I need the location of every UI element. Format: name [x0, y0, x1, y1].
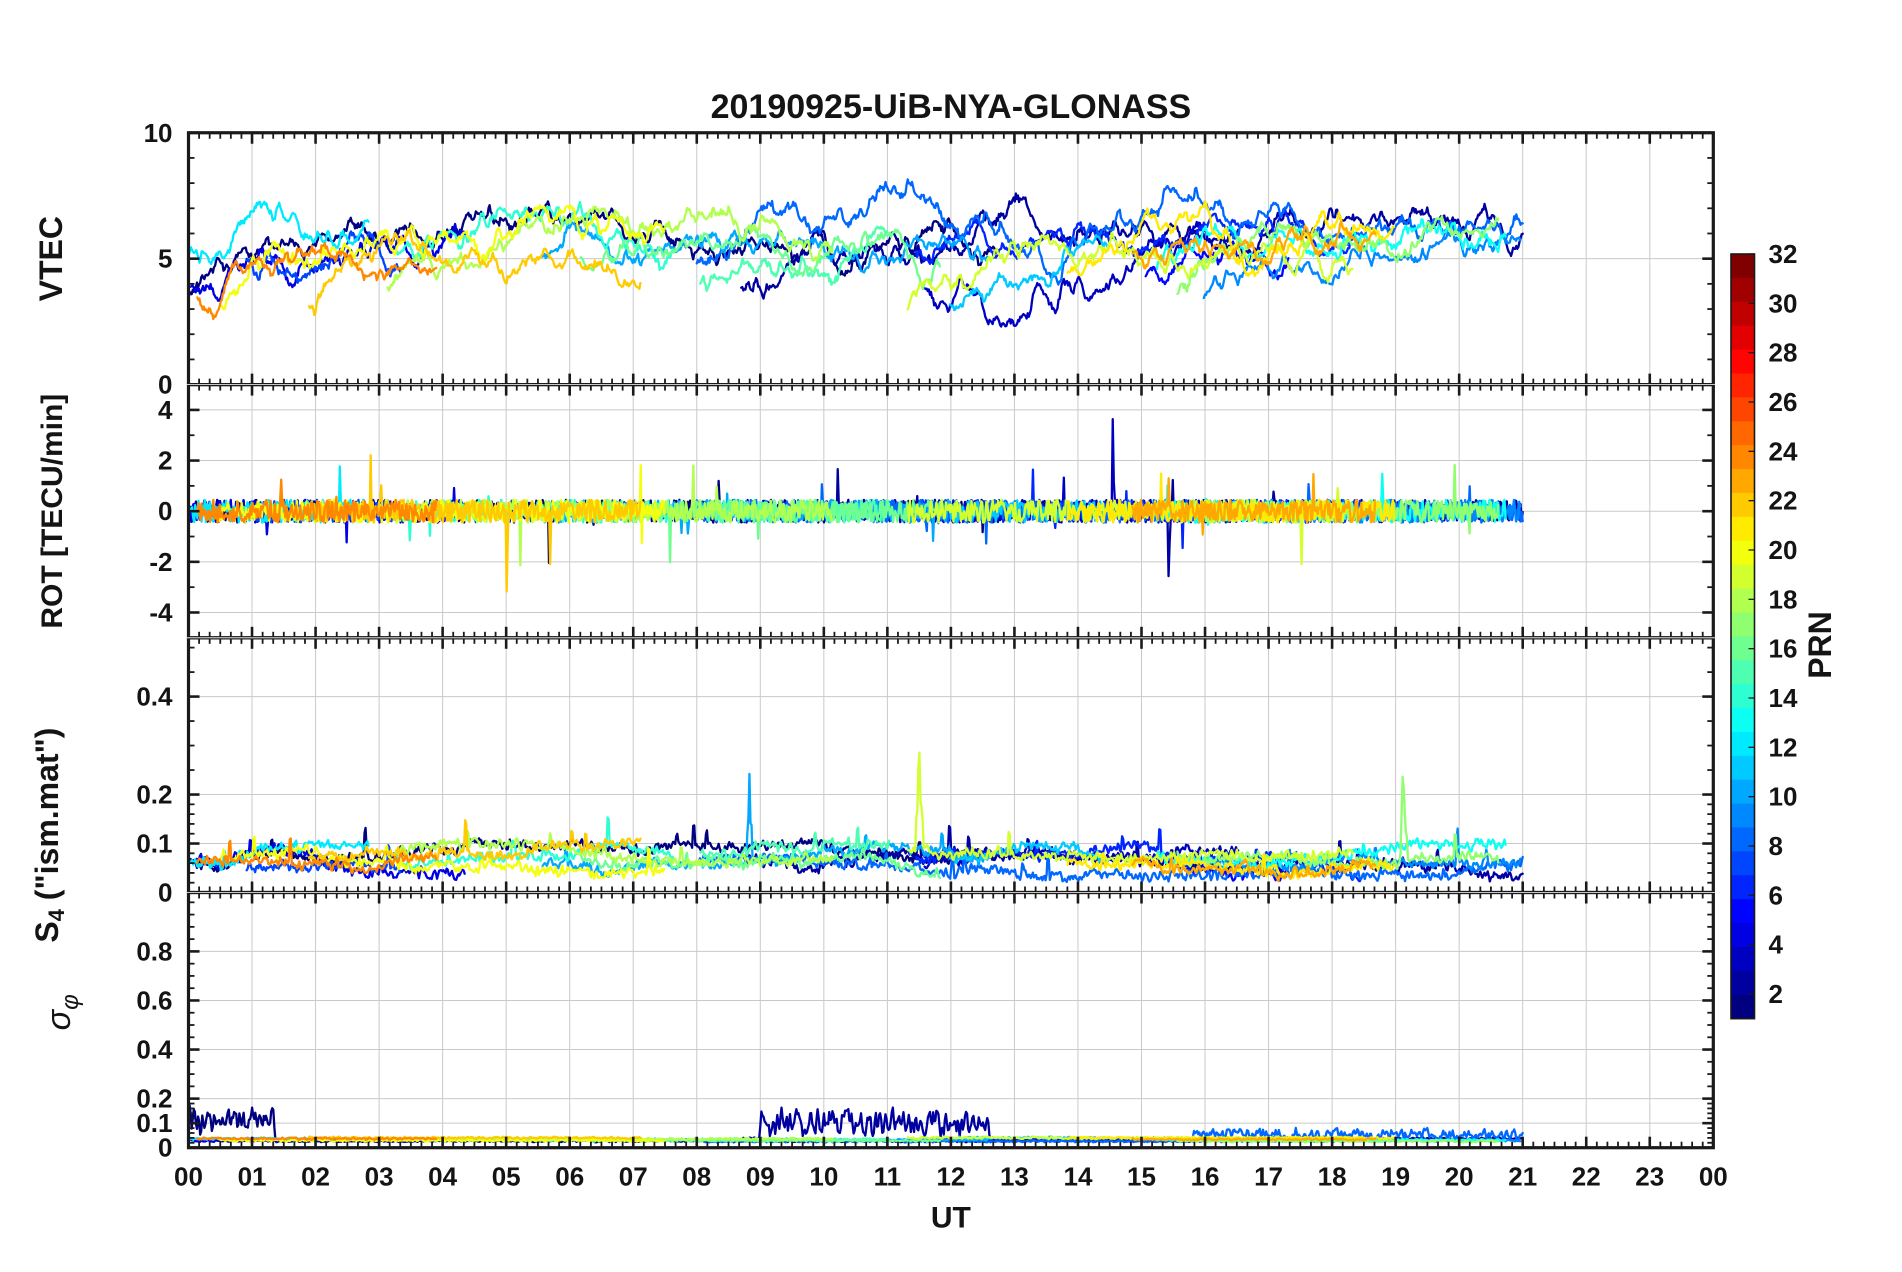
svg-text:10: 10 — [144, 118, 173, 148]
svg-text:18: 18 — [1769, 584, 1798, 614]
svg-text:32: 32 — [1769, 239, 1798, 269]
svg-text:VTEC: VTEC — [33, 216, 69, 301]
svg-text:10: 10 — [809, 1162, 838, 1192]
svg-text:30: 30 — [1769, 288, 1798, 318]
svg-text:2: 2 — [1769, 979, 1783, 1009]
svg-text:07: 07 — [619, 1162, 648, 1192]
svg-text:12: 12 — [1769, 732, 1798, 762]
svg-text:11: 11 — [874, 1162, 902, 1192]
svg-text:15: 15 — [1127, 1162, 1156, 1192]
svg-text:21: 21 — [1508, 1162, 1537, 1192]
svg-text:17: 17 — [1254, 1162, 1283, 1192]
svg-text:22: 22 — [1769, 486, 1798, 516]
svg-text:02: 02 — [301, 1162, 330, 1192]
svg-text:26: 26 — [1769, 387, 1798, 417]
svg-text:4: 4 — [158, 395, 173, 425]
svg-text:16: 16 — [1769, 634, 1798, 664]
svg-text:00: 00 — [174, 1162, 203, 1192]
svg-text:2: 2 — [158, 446, 172, 476]
svg-text:16: 16 — [1191, 1162, 1220, 1192]
svg-text:0.1: 0.1 — [136, 829, 172, 859]
svg-text:20: 20 — [1769, 535, 1798, 565]
svg-text:22: 22 — [1572, 1162, 1601, 1192]
svg-text:24: 24 — [1769, 436, 1798, 466]
svg-text:0.2: 0.2 — [136, 1084, 172, 1114]
svg-text:6: 6 — [1769, 880, 1783, 910]
svg-text:12: 12 — [936, 1162, 965, 1192]
svg-text:0: 0 — [158, 496, 172, 526]
svg-text:4: 4 — [1769, 930, 1784, 960]
svg-text:23: 23 — [1635, 1162, 1664, 1192]
svg-text:UT: UT — [931, 1202, 971, 1235]
svg-text:PRN: PRN — [1802, 611, 1838, 679]
svg-text:14: 14 — [1064, 1162, 1093, 1192]
svg-text:-4: -4 — [149, 597, 173, 627]
svg-text:0.8: 0.8 — [136, 936, 172, 966]
svg-text:00: 00 — [1699, 1162, 1728, 1192]
svg-text:01: 01 — [238, 1162, 267, 1192]
svg-text:04: 04 — [428, 1162, 457, 1192]
svg-text:18: 18 — [1318, 1162, 1347, 1192]
svg-text:-2: -2 — [149, 547, 172, 577]
svg-text:09: 09 — [746, 1162, 775, 1192]
svg-text:06: 06 — [555, 1162, 584, 1192]
svg-text:ROT [TECU/min]: ROT [TECU/min] — [36, 394, 69, 629]
svg-text:8: 8 — [1769, 831, 1783, 861]
svg-text:φ: φ — [57, 994, 84, 1010]
svg-text:0.4: 0.4 — [136, 1035, 173, 1065]
svg-text:28: 28 — [1769, 338, 1798, 368]
svg-text:5: 5 — [158, 244, 172, 274]
svg-text:0.4: 0.4 — [136, 682, 173, 712]
svg-text:20190925-UiB-NYA-GLONASS: 20190925-UiB-NYA-GLONASS — [711, 88, 1192, 126]
svg-text:10: 10 — [1769, 782, 1798, 812]
svg-text:14: 14 — [1769, 683, 1798, 713]
svg-text:0.2: 0.2 — [136, 780, 172, 810]
svg-text:05: 05 — [492, 1162, 521, 1192]
svg-text:03: 03 — [365, 1162, 394, 1192]
svg-text:0: 0 — [158, 878, 172, 908]
svg-text:20: 20 — [1445, 1162, 1474, 1192]
svg-text:σ: σ — [40, 1008, 78, 1030]
svg-text:13: 13 — [1000, 1162, 1029, 1192]
svg-text:0.6: 0.6 — [136, 985, 172, 1015]
svg-text:08: 08 — [682, 1162, 711, 1192]
svg-text:19: 19 — [1381, 1162, 1410, 1192]
